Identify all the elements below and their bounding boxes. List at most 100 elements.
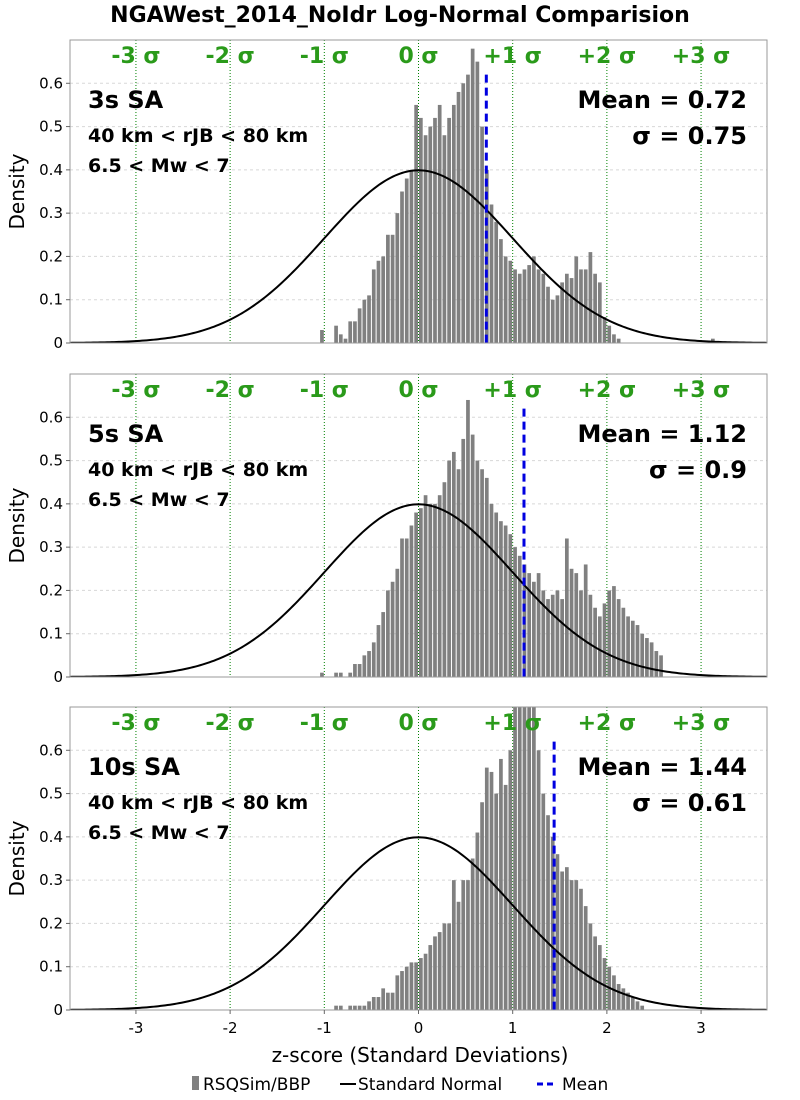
histogram-bar	[409, 962, 414, 1010]
y-tick-label: 0	[53, 1001, 63, 1019]
sigma-label: +2 σ	[578, 44, 637, 69]
normal-curve	[70, 836, 767, 1010]
histogram-bar	[433, 117, 437, 343]
histogram-bar	[484, 477, 489, 677]
sigma-label: +1 σ	[483, 378, 542, 403]
histogram-bar	[367, 295, 371, 343]
histogram-bar	[583, 906, 588, 1010]
histogram-bar	[593, 936, 597, 1010]
histogram-bar	[579, 888, 583, 1010]
sigma-label: 0 σ	[398, 44, 438, 69]
histogram-bar	[386, 992, 390, 1010]
histogram-bar	[376, 260, 381, 343]
y-tick-label: 0.5	[39, 452, 63, 470]
y-tick-label: 0.3	[39, 871, 63, 889]
histogram-bar	[362, 655, 367, 677]
sigma-label: -1 σ	[300, 711, 349, 736]
histogram-bar	[447, 460, 451, 677]
y-tick-label: 0.2	[39, 914, 63, 932]
histogram-bar	[508, 260, 513, 343]
sigma-label: -1 σ	[300, 378, 349, 403]
histogram-bar	[419, 508, 423, 677]
histogram-bar	[517, 555, 522, 677]
magnitude-range-label: 6.5 < Mw < 7	[88, 822, 230, 844]
sigma-label: +2 σ	[578, 711, 637, 736]
histogram-bar	[338, 334, 343, 343]
histogram-bar	[484, 169, 489, 343]
histogram-bar	[400, 538, 404, 677]
sigma-label: +3 σ	[672, 378, 731, 403]
sigma-label: -2 σ	[206, 44, 255, 69]
x-axis-label: z-score (Standard Deviations)	[272, 1043, 569, 1067]
x-tick-label: -1	[317, 1019, 332, 1037]
distance-range-label: 40 km < rJB < 80 km	[88, 125, 308, 147]
legend-mean-label: Mean	[562, 1075, 608, 1095]
histogram-bar	[353, 664, 357, 677]
y-tick-label: 0	[53, 668, 63, 686]
y-tick-label: 0.5	[39, 118, 63, 136]
histogram-bar	[395, 975, 400, 1010]
y-tick-label: 0.3	[39, 538, 63, 556]
histogram-bar	[400, 971, 404, 1010]
histogram-bar	[456, 91, 461, 343]
histogram-bar	[461, 83, 466, 343]
histogram-bar	[612, 334, 616, 343]
histogram-bar	[536, 269, 541, 343]
plot-frame	[69, 39, 768, 344]
histogram-bar	[593, 607, 597, 677]
histogram-bar	[536, 573, 541, 677]
legend-hist-label: RSQSim/BBP	[203, 1075, 310, 1095]
histogram-bar	[597, 616, 602, 677]
histogram-bar	[616, 984, 621, 1010]
y-tick-label: 0.1	[39, 958, 63, 976]
histogram-bar	[484, 767, 489, 1010]
histogram-bar	[630, 620, 635, 677]
panel-2: 0 0.1 0.2 0.3 0.4 0.5 0.6 Density -3 σ -2 σ -1 σ 0 …	[5, 373, 768, 686]
period-label: 3s SA	[88, 86, 164, 114]
histogram-bar	[560, 282, 564, 343]
histogram-bar	[357, 308, 362, 343]
histogram-bar	[597, 282, 602, 343]
histogram-bar	[437, 104, 442, 343]
histogram-bar	[546, 815, 550, 1010]
sigma-label: +1 σ	[483, 44, 542, 69]
histogram-bar	[357, 664, 362, 677]
histogram-bar	[447, 117, 451, 343]
sigma-label: -2 σ	[206, 378, 255, 403]
y-axis-label: Density	[5, 820, 29, 896]
histogram-bar	[616, 338, 621, 343]
histogram-bar	[499, 239, 503, 343]
histogram-bar	[527, 707, 532, 1010]
histogram-bar	[390, 992, 395, 1010]
histogram-bar	[480, 469, 484, 677]
chart-title: NGAWest_2014_NoIdr Log-Normal Comparisio…	[110, 3, 690, 28]
histogram-bar	[489, 503, 494, 677]
sigma-label: +3 σ	[672, 44, 731, 69]
histogram-bar	[466, 399, 470, 677]
histogram-bar	[419, 958, 423, 1010]
histogram-bar	[612, 975, 616, 1010]
histogram-bar	[630, 997, 635, 1010]
y-tick-label: 0	[53, 334, 63, 352]
histogram-bar	[423, 495, 428, 677]
normal-curve	[70, 503, 767, 677]
y-tick-label: 0.6	[39, 74, 63, 92]
histogram-bar	[532, 707, 536, 1010]
sigma-label: -3 σ	[111, 378, 160, 403]
histogram-bar	[451, 104, 456, 343]
histogram-bar	[649, 642, 654, 677]
y-tick-label: 0.6	[39, 408, 63, 426]
bars-group	[70, 707, 767, 1010]
histogram-bar	[621, 988, 626, 1010]
histogram-bar	[588, 923, 593, 1010]
sigma-label: -1 σ	[300, 44, 349, 69]
y-tick-label: 0.3	[39, 204, 63, 222]
mean-value-label: Mean = 1.12	[578, 420, 747, 448]
histogram-bar	[470, 858, 475, 1010]
histogram-bar	[494, 793, 499, 1010]
histogram-bar	[386, 234, 390, 343]
sigma-label: +3 σ	[672, 711, 731, 736]
sigma-value-label: σ = 0.75	[632, 122, 747, 150]
histogram-bar	[428, 503, 433, 677]
sigma-label: -3 σ	[111, 44, 160, 69]
